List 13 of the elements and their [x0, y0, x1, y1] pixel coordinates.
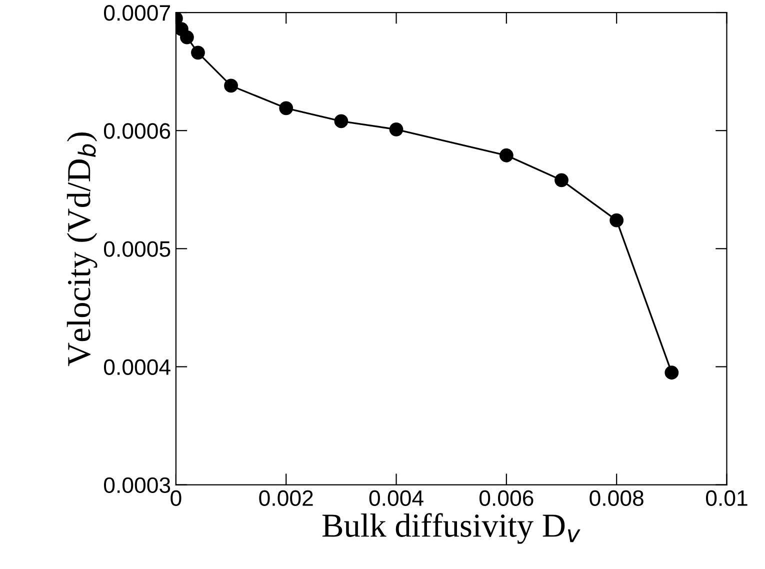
- x-tick-label: 0.008: [590, 490, 644, 506]
- x-tick-label: 0.01: [706, 490, 748, 506]
- x-tick-label: 0.006: [479, 490, 534, 506]
- y-tick-label: 0.0007: [104, 5, 170, 21]
- y-tick-label: 0.0006: [104, 123, 170, 139]
- y-tick-label: 0.0004: [104, 359, 170, 375]
- y-tick-label: 0.0005: [104, 241, 170, 257]
- x-tick-label: 0: [170, 490, 182, 506]
- x-tick-label: 0.002: [259, 490, 313, 506]
- y-axis-title: Velocity (Vd/D$_{b}$): [66, 132, 98, 366]
- y-tick-label: 0.0003: [104, 477, 170, 494]
- x-axis-title: Bulk diffusivity D$_{v}$: [322, 513, 580, 544]
- x-tick-label: 0.004: [369, 490, 424, 506]
